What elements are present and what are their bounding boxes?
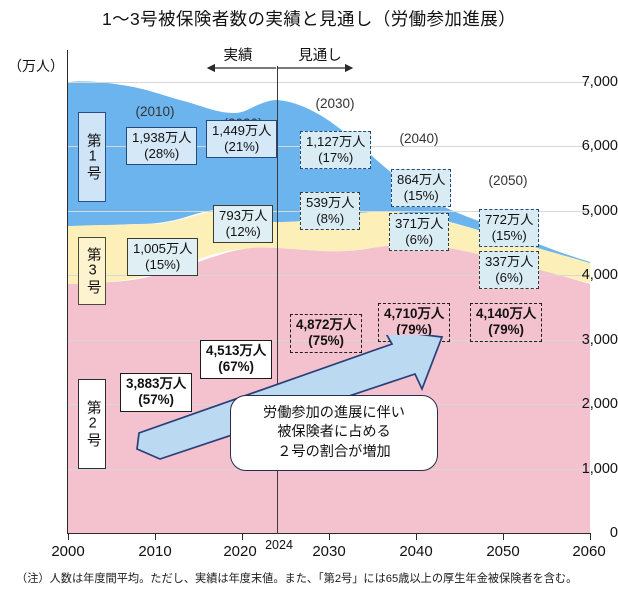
- x-tick-mark-2030: [329, 534, 331, 540]
- y-tick-0: 0: [609, 525, 618, 541]
- value-label-3go-2030: 539万人 (8%): [300, 192, 361, 231]
- x-tick-2010: 2010: [138, 543, 172, 560]
- year-note-2040: (2040): [399, 131, 439, 146]
- gridline-3000: [68, 340, 590, 341]
- value-percent: (57%): [138, 391, 175, 407]
- value-label-1go-2020: 1,449万人 (21%): [206, 120, 278, 159]
- value-amount: 337万人: [485, 254, 534, 269]
- value-amount: 1,127万人: [306, 134, 366, 149]
- x-tick-2000: 2000: [51, 543, 85, 560]
- gridline-4000: [68, 275, 590, 276]
- x-tick-mark-2050: [503, 534, 505, 540]
- value-label-3go-2040: 371万人 (6%): [389, 213, 450, 252]
- x-tick-2020: 2020: [223, 543, 257, 560]
- x-tick-2040: 2040: [399, 543, 433, 560]
- y-tick-3000: 3,000: [581, 332, 618, 348]
- value-amount: 793万人: [219, 208, 268, 223]
- x-tick-mark-2020: [242, 534, 244, 540]
- callout-line-1: 労働参加の進展に伴い: [263, 404, 405, 421]
- y-tick-6000: 6,000: [581, 138, 618, 154]
- x-tick-mark-2000: [68, 534, 70, 540]
- y-tick-1000: 1,000: [581, 461, 618, 477]
- y-tick-4000: 4,000: [581, 267, 618, 283]
- value-amount: 371万人: [395, 216, 444, 231]
- x-axis-line: [67, 533, 591, 535]
- footnote-text: （注）人数は年度間平均。ただし、実績は年度末値。また、「第2号」には65歳以上の…: [16, 573, 578, 585]
- value-label-2go-2050: 4,140万人 (79%): [470, 303, 543, 342]
- x-tick-mark-2010: [155, 534, 157, 540]
- y-tick-7000: 7,000: [581, 74, 618, 90]
- x-tick-2024: 2024: [265, 538, 293, 552]
- value-percent: (15%): [491, 227, 527, 243]
- value-label-1go-2030: 1,127万人 (17%): [300, 131, 372, 170]
- value-amount: 4,872万人: [296, 317, 357, 332]
- value-percent: (15%): [145, 256, 181, 272]
- year-note-2050: (2050): [488, 173, 528, 188]
- value-percent: (6%): [405, 231, 434, 247]
- value-percent: (67%): [218, 358, 255, 374]
- value-amount: 772万人: [485, 212, 534, 227]
- value-amount: 1,005万人: [133, 241, 193, 256]
- value-percent: (79%): [488, 321, 525, 337]
- value-amount: 864万人: [397, 172, 446, 187]
- x-tick-2060: 2060: [572, 543, 606, 560]
- value-amount: 539万人: [306, 195, 355, 210]
- value-amount: 4,710万人: [384, 306, 445, 321]
- callout-line-2: 被保険者に占める: [277, 424, 391, 441]
- x-tick-2050: 2050: [486, 543, 520, 560]
- value-percent: (17%): [318, 149, 354, 165]
- value-label-2go-2010: 3,883万人 (57%): [120, 373, 193, 412]
- divider-line-2024: [277, 66, 279, 534]
- value-amount: 1,449万人: [212, 123, 272, 138]
- callout-bubble: 労働参加の進展に伴い 被保険者に占める ２号の割合が増加: [230, 395, 438, 471]
- legend-item-2go: 第2号: [78, 379, 106, 469]
- value-percent: (6%): [495, 269, 524, 285]
- value-percent: (21%): [224, 138, 260, 154]
- value-label-3go-2020: 793万人 (12%): [213, 205, 274, 244]
- callout-line-3: ２号の割合が増加: [277, 443, 391, 460]
- value-label-3go-2050: 337万人 (6%): [479, 251, 540, 290]
- value-percent: (28%): [144, 145, 180, 161]
- y-tick-5000: 5,000: [581, 203, 618, 219]
- legend-item-1go: 第1号: [78, 112, 106, 202]
- y-axis-unit-label: （万人）: [8, 58, 64, 74]
- period-label-actual: 実績: [223, 48, 253, 64]
- value-percent: (15%): [403, 187, 439, 203]
- x-tick-2030: 2030: [312, 543, 346, 560]
- value-label-2go-2040: 4,710万人 (79%): [378, 303, 451, 342]
- legend-item-3go: 第3号: [78, 237, 106, 305]
- year-note-2010: (2010): [135, 104, 175, 119]
- value-label-1go-2010: 1,938万人 (28%): [126, 127, 198, 166]
- value-label-2go-2030: 4,872万人 (75%): [290, 314, 363, 353]
- period-range-arrows: [206, 63, 354, 73]
- value-label-1go-2040: 864万人 (15%): [391, 169, 452, 208]
- value-label-1go-2050: 772万人 (15%): [479, 209, 540, 248]
- value-amount: 4,513万人: [206, 343, 267, 358]
- value-amount: 4,140万人: [476, 306, 537, 321]
- x-tick-mark-2040: [416, 534, 418, 540]
- value-percent: (8%): [316, 210, 345, 226]
- value-label-3go-2010: 1,005万人 (15%): [127, 238, 199, 277]
- page-title: 1〜3号被保険者数の実績と見通し（労働参加進展）: [101, 9, 517, 29]
- value-percent: (75%): [308, 332, 345, 348]
- value-percent: (79%): [396, 321, 433, 337]
- y-axis-line: [67, 50, 69, 534]
- value-amount: 3,883万人: [126, 376, 187, 391]
- x-tick-mark-2060: [590, 534, 592, 540]
- value-label-2go-2020: 4,513万人 (67%): [200, 340, 273, 379]
- value-amount: 1,938万人: [132, 130, 192, 145]
- year-note-2030: (2030): [315, 96, 355, 111]
- period-label-forecast: 見通し: [298, 48, 342, 64]
- y-tick-2000: 2,000: [581, 396, 618, 412]
- value-percent: (12%): [225, 223, 261, 239]
- gridline-7000: [68, 82, 590, 83]
